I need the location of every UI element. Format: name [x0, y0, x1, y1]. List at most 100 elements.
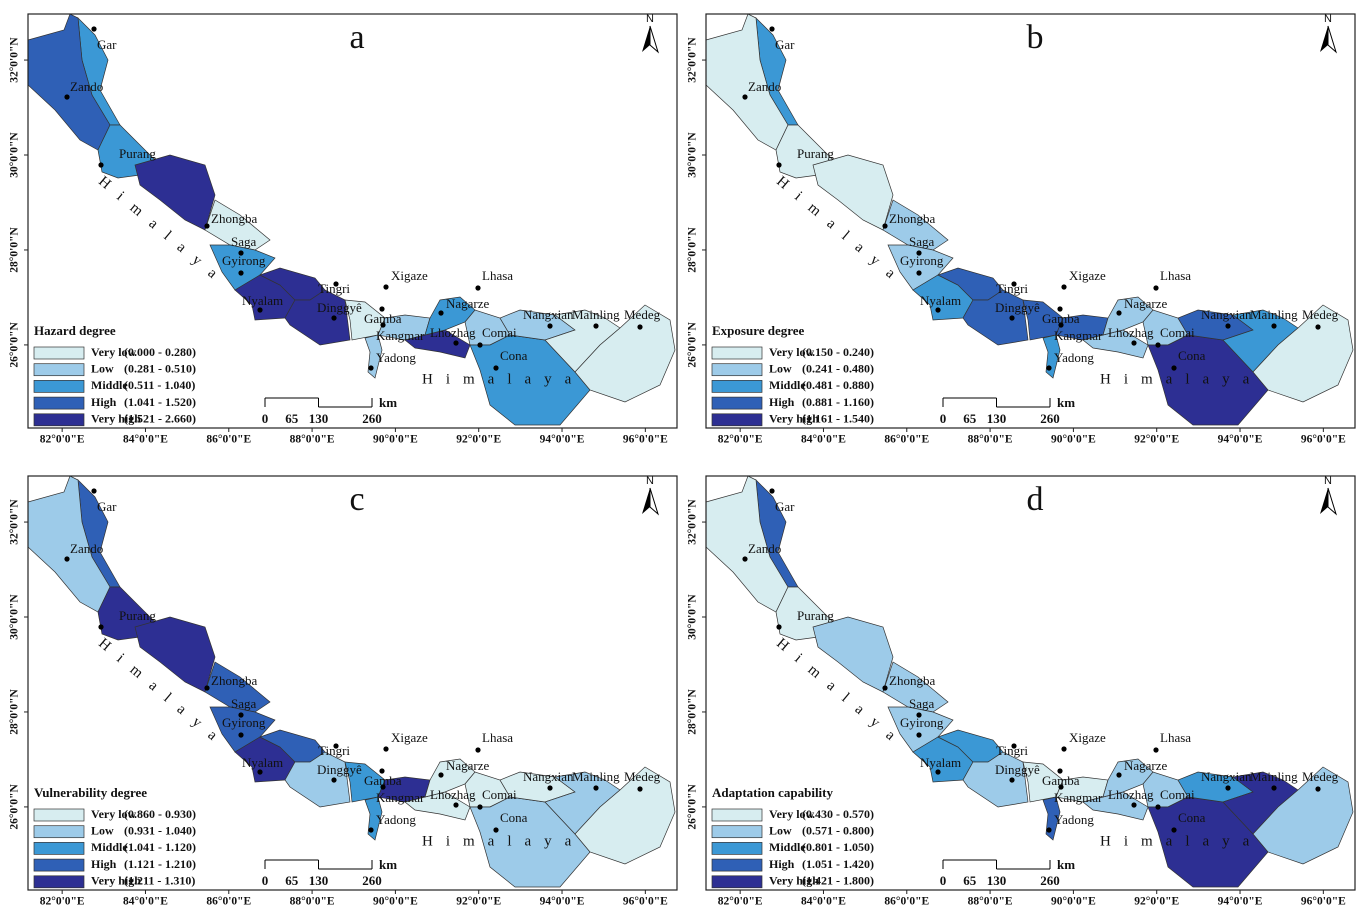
north-arrow — [649, 25, 659, 54]
place-dot — [379, 306, 385, 312]
mountain-label: Himalaya — [1100, 371, 1262, 387]
place-dot — [547, 785, 553, 791]
legend-swatch — [711, 842, 763, 855]
place-dot — [379, 768, 385, 774]
place-label: Lhasa — [482, 730, 513, 745]
place-dot — [882, 685, 888, 691]
legend-range: (0.801 - 1.050) — [802, 840, 874, 854]
place-dot — [547, 323, 553, 329]
x-tick-label: 82°0'0"E — [718, 896, 763, 908]
place-label: Nangxian — [523, 307, 574, 322]
x-tick-label: 92°0'0"E — [456, 896, 501, 908]
x-tick-label: 86°0'0"E — [206, 434, 251, 446]
place-label: Mainling — [572, 307, 620, 322]
legend-class: Low — [769, 823, 792, 837]
legend-class: Very high — [769, 412, 819, 426]
place-dot — [1009, 315, 1015, 321]
place-label: Mainling — [1250, 307, 1298, 322]
place-label: Nagarze — [1124, 758, 1168, 773]
map-frame — [27, 13, 678, 429]
legend-swatch — [33, 858, 85, 872]
x-tick-label: 88°0'0"E — [968, 434, 1013, 446]
place-label: Xigaze — [391, 268, 428, 283]
place-dot — [916, 250, 922, 256]
x-tick-label: 88°0'0"E — [290, 896, 335, 908]
legend-class: Middle — [91, 840, 128, 854]
place-dot — [383, 746, 389, 752]
legend-title: Vulnerability degree — [34, 785, 147, 800]
place-dot — [91, 488, 97, 494]
place-label: Dinggyê — [317, 762, 362, 777]
place-label: Yadong — [376, 350, 416, 365]
place-label: Lhozhag — [1108, 325, 1154, 340]
y-tick-label: 26°0'0"N — [687, 321, 699, 367]
place-dot — [477, 804, 483, 810]
place-label: Nangxian — [523, 769, 574, 784]
north-arrow — [1327, 487, 1337, 516]
legend-range: (1.161 - 1.540) — [802, 412, 874, 426]
place-dot — [380, 784, 386, 790]
x-tick-label: 90°0'0"E — [373, 896, 418, 908]
legend-swatch — [33, 825, 85, 839]
place-dot — [91, 26, 97, 32]
place-dot — [1061, 746, 1067, 752]
place-label: Dinggyê — [317, 300, 362, 315]
panel-letter: b — [1027, 19, 1044, 56]
place-dot — [776, 624, 782, 630]
north-arrow — [1327, 25, 1337, 54]
legend-class: High — [769, 395, 795, 409]
scale-unit: km — [1057, 395, 1075, 410]
place-dot — [475, 747, 481, 753]
legend-range: (0.430 - 0.570) — [802, 807, 874, 821]
north-label: N — [1324, 13, 1332, 25]
place-dot — [1116, 772, 1122, 778]
y-tick-label: 32°0'0"N — [687, 37, 699, 83]
x-tick-label: 96°0'0"E — [623, 434, 668, 446]
place-label: Comai — [482, 325, 517, 340]
legend-swatch — [711, 875, 763, 889]
x-tick-label: 92°0'0"E — [456, 434, 501, 446]
place-dot — [331, 315, 337, 321]
place-label: Yadong — [376, 812, 416, 827]
place-label: Mainling — [572, 769, 620, 784]
place-label: Dinggyê — [995, 300, 1040, 315]
x-tick-label: 82°0'0"E — [40, 896, 85, 908]
legend-swatch — [711, 825, 763, 839]
x-tick-label: 94°0'0"E — [540, 434, 585, 446]
x-tick-label: 90°0'0"E — [373, 434, 418, 446]
place-label: Gamba — [1042, 311, 1080, 326]
place-dot — [438, 772, 444, 778]
scale-label: 0 — [940, 873, 947, 888]
place-label: Zando — [70, 541, 103, 556]
scale-label: 130 — [987, 873, 1007, 888]
place-dot — [64, 94, 70, 100]
legend-range: (1.521 - 2.660) — [124, 412, 196, 426]
north-arrow — [1320, 488, 1328, 514]
legend-range: (0.860 - 0.930) — [124, 807, 196, 821]
place-label: Tingri — [996, 743, 1028, 758]
y-tick-label: 32°0'0"N — [9, 499, 21, 545]
legend-class: High — [91, 395, 117, 409]
x-tick-label: 94°0'0"E — [540, 896, 585, 908]
place-dot — [769, 26, 775, 32]
place-dot — [380, 322, 386, 328]
y-tick-label: 28°0'0"N — [9, 227, 21, 273]
place-dot — [1061, 284, 1067, 290]
place-dot — [493, 365, 499, 371]
place-label: Gar — [97, 37, 117, 52]
place-dot — [916, 270, 922, 276]
legend-swatch — [33, 363, 85, 377]
place-label: Comai — [1160, 787, 1195, 802]
place-label: Yadong — [1054, 812, 1094, 827]
place-dot — [916, 712, 922, 718]
x-tick-label: 92°0'0"E — [1134, 896, 1179, 908]
y-tick-label: 26°0'0"N — [687, 783, 699, 829]
place-label: Medeg — [624, 307, 661, 322]
scale-label: 260 — [1040, 873, 1060, 888]
county — [284, 751, 351, 808]
map-frame — [705, 475, 1356, 891]
place-dot — [593, 785, 599, 791]
legend-range: (0.511 - 1.040) — [124, 378, 195, 392]
place-label: Cona — [1178, 348, 1206, 363]
place-label: Nyalam — [242, 293, 283, 308]
